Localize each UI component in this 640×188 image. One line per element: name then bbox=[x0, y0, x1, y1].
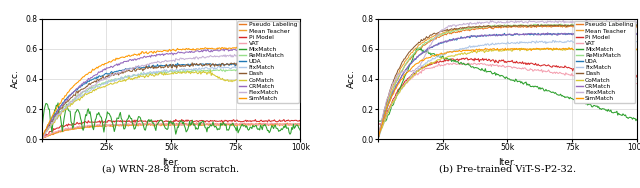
Legend: Pseudo Labeling, Mean Teacher, Pi Model, VAT, MixMatch, ReMixMatch, UDA, FixMatc: Pseudo Labeling, Mean Teacher, Pi Model,… bbox=[237, 20, 299, 103]
X-axis label: Iter.: Iter. bbox=[162, 158, 180, 167]
Text: (b) Pre-trained ViT-S-P2-32.: (b) Pre-trained ViT-S-P2-32. bbox=[439, 164, 576, 173]
Y-axis label: Acc.: Acc. bbox=[347, 70, 356, 88]
Legend: Pseudo Labeling, Mean Teacher, Pi Model, VAT, MixMatch, ReMixMatch, UDA, FixMatc: Pseudo Labeling, Mean Teacher, Pi Model,… bbox=[574, 20, 635, 103]
Text: (a) WRN-28-8 from scratch.: (a) WRN-28-8 from scratch. bbox=[102, 164, 239, 173]
Y-axis label: Acc.: Acc. bbox=[11, 70, 20, 88]
X-axis label: Iter.: Iter. bbox=[499, 158, 516, 167]
